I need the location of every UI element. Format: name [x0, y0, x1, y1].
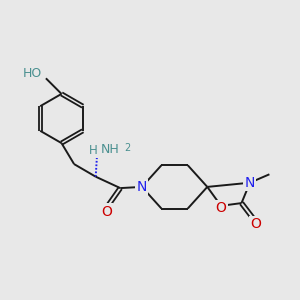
Text: 2: 2 [124, 143, 130, 153]
Text: O: O [216, 201, 226, 215]
Text: O: O [250, 218, 261, 231]
Text: HO: HO [23, 67, 42, 80]
Text: N: N [137, 180, 147, 194]
Text: O: O [101, 205, 112, 218]
Text: NH: NH [100, 143, 119, 156]
Text: N: N [245, 176, 255, 190]
Text: H: H [89, 144, 98, 157]
